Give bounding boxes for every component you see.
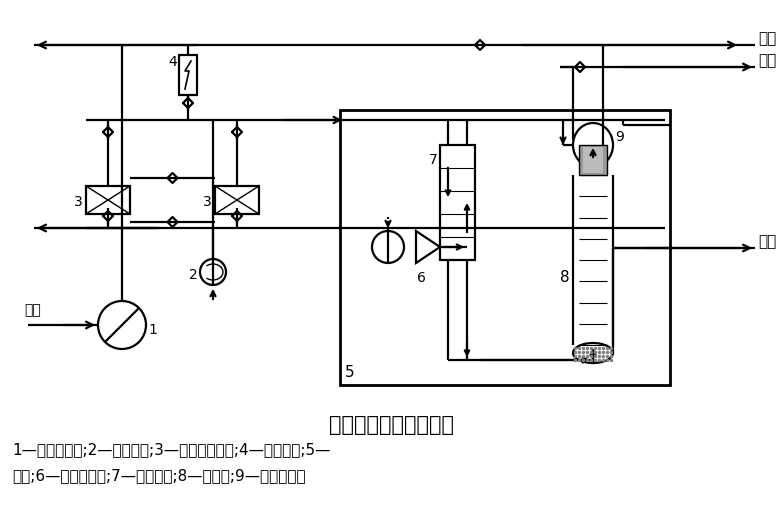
Text: 1: 1: [148, 323, 157, 337]
Bar: [579, 145, 607, 175]
Bar: [215, 186, 259, 214]
Text: 8: 8: [561, 269, 570, 284]
Text: 放空: 放空: [758, 31, 776, 46]
Text: 1—空气压缩机;2—预冷机组;3—分子筛吸附器;4—电加热器;5—: 1—空气压缩机;2—预冷机组;3—分子筛吸附器;4—电加热器;5—: [12, 442, 330, 457]
Bar: [440, 145, 475, 260]
Bar: [86, 186, 130, 214]
Text: 2: 2: [189, 268, 198, 282]
Text: 空气: 空气: [24, 303, 41, 317]
Text: 6: 6: [416, 271, 426, 285]
Text: 冷箱;6—透平膨胀机;7—主换热器;8—精馏塔;9—冷凝蒸发器: 冷箱;6—透平膨胀机;7—主换热器;8—精馏塔;9—冷凝蒸发器: [12, 468, 306, 483]
Bar: [583, 147, 603, 173]
Bar: [179, 55, 197, 95]
Bar: [340, 110, 670, 385]
Text: 4: 4: [169, 55, 177, 69]
Text: 3: 3: [74, 195, 83, 209]
Text: 氮气: 氮气: [758, 54, 776, 69]
Text: 深冷分离制氮工艺流程: 深冷分离制氮工艺流程: [329, 415, 455, 435]
Text: 7: 7: [430, 153, 438, 167]
Text: 9: 9: [615, 130, 624, 144]
Text: 液氮: 液氮: [758, 234, 776, 250]
Text: 3: 3: [203, 195, 212, 209]
Text: 5: 5: [345, 365, 354, 380]
